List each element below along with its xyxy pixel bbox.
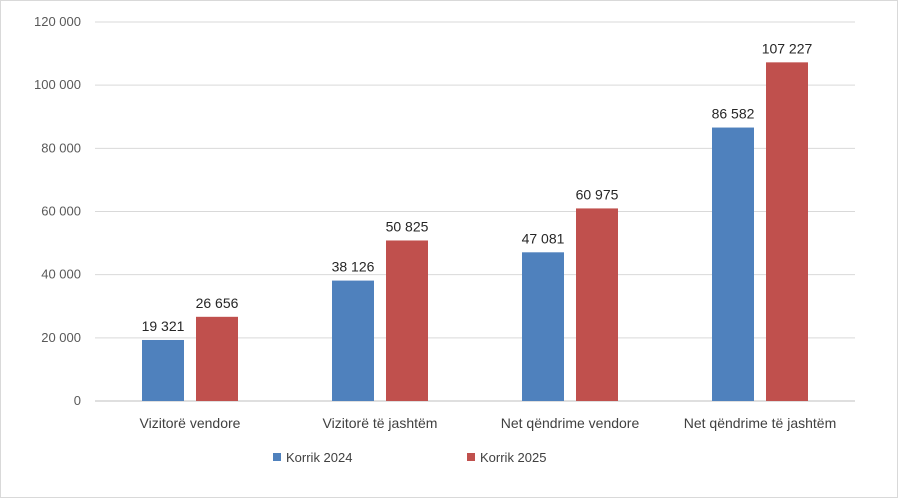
data-label: 38 126 <box>332 259 375 275</box>
data-label: 107 227 <box>762 40 813 56</box>
bar-0-0 <box>142 339 184 401</box>
y-tick-label: 20 000 <box>41 330 81 345</box>
y-tick-label: 80 000 <box>41 140 81 155</box>
x-category-label: Vizitorë të jashtëm <box>323 415 438 431</box>
bar-1-1 <box>386 240 428 401</box>
data-label: 50 825 <box>386 218 429 234</box>
bar-3-1 <box>766 62 808 401</box>
legend-swatch-1 <box>467 453 475 461</box>
bar-1-0 <box>332 280 374 401</box>
y-tick-label: 0 <box>74 393 81 408</box>
legend-label: Korrik 2025 <box>480 450 546 465</box>
bar-2-0 <box>522 252 564 401</box>
bar-2-1 <box>576 208 618 401</box>
y-tick-label: 120 000 <box>34 14 81 29</box>
y-tick-label: 40 000 <box>41 267 81 282</box>
x-category-label: Vizitorë vendore <box>140 415 241 431</box>
y-tick-label: 60 000 <box>41 204 81 219</box>
data-label: 60 975 <box>576 186 619 202</box>
data-label: 86 582 <box>712 106 755 122</box>
data-label: 19 321 <box>142 318 185 334</box>
data-label: 47 081 <box>522 230 565 246</box>
y-tick-label: 100 000 <box>34 77 81 92</box>
x-category-label: Net qëndrime vendore <box>501 415 640 431</box>
legend-label: Korrik 2024 <box>286 450 352 465</box>
x-category-label: Net qëndrime të jashtëm <box>684 415 837 431</box>
data-label: 26 656 <box>196 295 239 311</box>
legend-swatch-0 <box>273 453 281 461</box>
bar-0-1 <box>196 316 238 401</box>
bar-3-0 <box>712 127 754 402</box>
